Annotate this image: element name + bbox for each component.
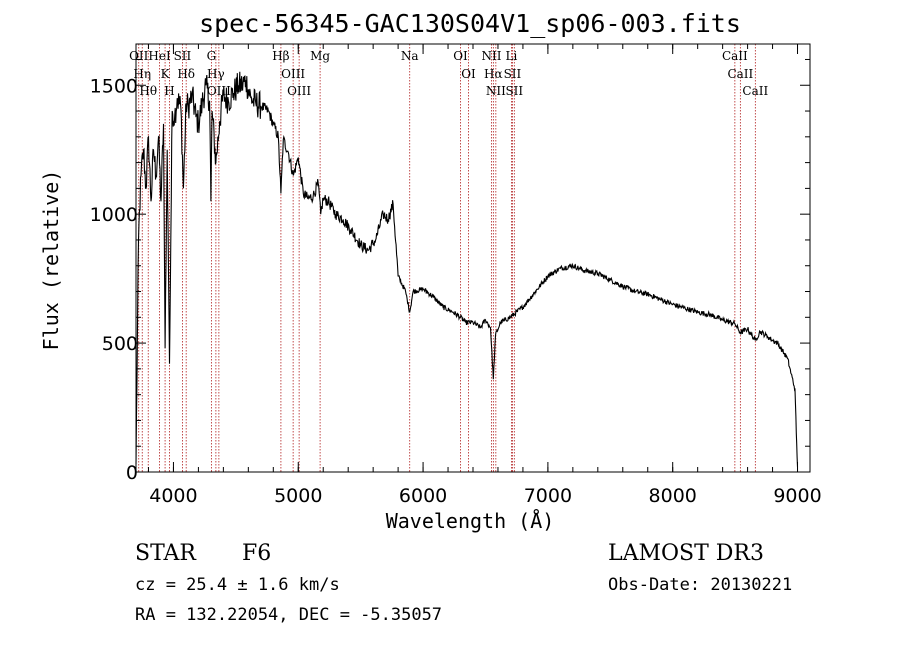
coordinates: RA = 132.22054, DEC = -5.35057: [135, 605, 442, 625]
line-marker-label-7: Hδ: [177, 67, 195, 81]
plot-frame: [135, 43, 811, 473]
line-marker-label-18: NII: [481, 49, 501, 63]
line-marker-labels: OII Hη Hθ HeI KH SII Hδ G Hγ OIII Hβ OIII OIII Mg Na OI…: [129, 49, 768, 98]
object-subclass: F6: [242, 541, 271, 566]
x-axis-label: Wavelength (Å): [386, 509, 555, 533]
y-tick-label-3: 1500: [90, 75, 138, 97]
line-marker-label-24: CaII: [722, 49, 748, 63]
x-tick-label-0: 4000: [149, 485, 197, 507]
line-marker-label-19: Hα: [484, 67, 503, 81]
line-marker-label-10: OIII: [207, 84, 231, 98]
line-marker-label-2: Hθ: [139, 84, 157, 98]
line-marker-label-14: Mg: [310, 49, 330, 63]
survey-name: LAMOST DR3: [608, 541, 764, 566]
y-tick-label-1: 500: [102, 333, 138, 355]
axis-ticks: 4000 5000 6000 7000 8000 9000 0 500 1000 1500: [90, 44, 822, 507]
line-marker-label-16: OI: [453, 49, 468, 63]
line-marker-label-13: OIII: [287, 84, 311, 98]
line-markers: [138, 44, 756, 472]
x-tick-label-4: 8000: [649, 485, 697, 507]
line-marker-label-6: SII: [174, 49, 192, 63]
line-marker-label-12: OIII: [281, 67, 305, 81]
line-marker-label-25: CaII: [727, 67, 753, 81]
line-marker-label-9: Hγ: [207, 67, 225, 81]
line-marker-label-1: Hη: [133, 67, 151, 81]
object-class: STAR: [135, 541, 197, 566]
spectrum-line: [135, 71, 799, 467]
line-marker-label-22: SII: [504, 67, 522, 81]
x-tick-label-5: 9000: [773, 485, 821, 507]
line-marker-label-15: Na: [401, 49, 419, 63]
line-marker-label-5: H: [164, 84, 174, 98]
line-marker-label-4: K: [161, 67, 171, 81]
line-marker-label-17: OI: [461, 67, 476, 81]
line-marker-label-3: HeI: [148, 49, 171, 63]
y-tick-label-0: 0: [126, 462, 138, 484]
x-tick-label-3: 7000: [524, 485, 572, 507]
y-axis-label: Flux (relative): [39, 170, 63, 351]
x-tick-label-1: 5000: [274, 485, 322, 507]
line-marker-label-26: CaII: [742, 84, 768, 98]
redshift-text: cz = 25.4 ± 1.6 km/s: [135, 575, 340, 595]
line-marker-label-8: G: [207, 49, 217, 63]
obs-date: Obs-Date: 20130221: [608, 575, 792, 595]
y-tick-label-2: 1000: [90, 204, 138, 226]
chart-title: spec-56345-GAC130S04V1_sp06-003.fits: [199, 9, 741, 38]
line-marker-label-23: SII: [505, 84, 523, 98]
line-marker-label-11: Hβ: [272, 49, 289, 63]
x-tick-label-2: 6000: [399, 485, 447, 507]
line-marker-label-20: NII: [486, 84, 506, 98]
line-marker-label-0: OII: [129, 49, 149, 63]
line-marker-label-21: Li: [506, 49, 518, 63]
